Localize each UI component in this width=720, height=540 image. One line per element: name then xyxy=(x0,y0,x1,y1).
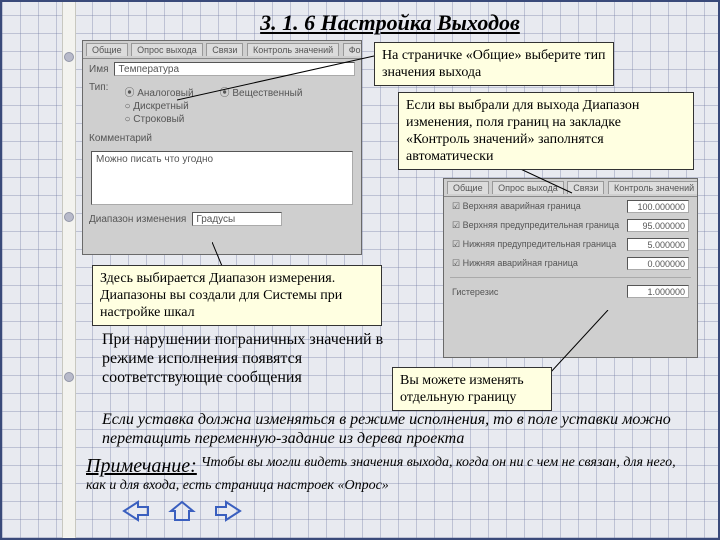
note-block: Примечание: Чтобы вы могли видеть значен… xyxy=(86,455,694,496)
row3-value[interactable]: 5.000000 xyxy=(627,238,689,251)
comment-field[interactable]: Можно писать что угодно xyxy=(91,151,353,205)
type-label: Тип: xyxy=(89,82,108,93)
row4-value[interactable]: 0.000000 xyxy=(627,257,689,270)
binder-margin xyxy=(62,2,76,538)
type-radios-right: Вещественный xyxy=(210,82,313,101)
row2-value[interactable]: 95.000000 xyxy=(627,219,689,232)
range-label: Диапазон изменения xyxy=(89,214,186,225)
row5-value[interactable]: 1.000000 xyxy=(627,285,689,298)
tab-control[interactable]: Контроль значений xyxy=(247,43,339,56)
tab2-poll[interactable]: Опрос выхода xyxy=(492,181,564,194)
dialog-general: Общие Опрос выхода Связи Контроль значен… xyxy=(82,40,362,255)
radio-real[interactable]: Вещественный xyxy=(220,84,303,99)
tab-general[interactable]: Общие xyxy=(86,43,128,56)
paragraph-setpoint: Если уставка должна изменяться в режиме … xyxy=(102,410,672,448)
type-radios-left: Аналоговый Дискретный Строковый xyxy=(114,82,203,127)
note-label: Примечание: xyxy=(86,455,197,477)
callout-range-auto: Если вы выбрали для выхода Диапазон изме… xyxy=(398,92,694,170)
radio-discrete[interactable]: Дискретный xyxy=(124,101,193,112)
nav-prev-icon[interactable] xyxy=(122,500,150,522)
page-frame: 3. 1. 6 Настройка Выходов Общие Опрос вы… xyxy=(0,0,720,540)
nav-next-icon[interactable] xyxy=(214,500,242,522)
dialog-control-values: Общие Опрос выхода Связи Контроль значен… xyxy=(443,178,698,358)
radio-string[interactable]: Строковый xyxy=(124,114,193,125)
callout-range-select: Здесь выбирается Диапазон измерения. Диа… xyxy=(92,265,382,326)
tab2-general[interactable]: Общие xyxy=(447,181,489,194)
dialog1-tabs: Общие Опрос выхода Связи Контроль значен… xyxy=(83,41,361,59)
nav-home-icon[interactable] xyxy=(168,500,196,522)
radio-analog[interactable]: Аналоговый xyxy=(124,84,193,99)
dialog2-tabs: Общие Опрос выхода Связи Контроль значен… xyxy=(444,179,697,197)
content-area: 3. 1. 6 Настройка Выходов Общие Опрос вы… xyxy=(82,10,698,530)
row1-label[interactable]: Верхняя аварийная граница xyxy=(452,201,581,212)
tab2-links[interactable]: Связи xyxy=(567,181,604,194)
range-field[interactable]: Градусы xyxy=(192,212,282,226)
row4-label[interactable]: Нижняя аварийная граница xyxy=(452,258,578,269)
tab-poll[interactable]: Опрос выхода xyxy=(131,43,203,56)
tab2-control[interactable]: Контроль значений xyxy=(608,181,697,194)
row3-label[interactable]: Нижняя предупредительная граница xyxy=(452,239,616,250)
tab-formula[interactable]: Формула xyxy=(343,43,361,56)
page-title: 3. 1. 6 Настройка Выходов xyxy=(82,10,698,36)
name-field[interactable]: Температура xyxy=(114,62,355,76)
nav-icons xyxy=(122,500,242,522)
paragraph-violation: При нарушении пограничных значений в реж… xyxy=(102,330,412,388)
name-label: Имя xyxy=(89,64,108,75)
callout-single-bound: Вы можете изменять отдельную границу xyxy=(392,367,552,411)
row2-label[interactable]: Верхняя предупредительная граница xyxy=(452,220,619,231)
comment-label: Комментарий xyxy=(89,133,152,144)
tab-links[interactable]: Связи xyxy=(206,43,243,56)
row1-value[interactable]: 100.000000 xyxy=(627,200,689,213)
row5-label: Гистерезис xyxy=(452,287,498,297)
callout-select-type: На страничке «Общие» выберите тип значен… xyxy=(374,42,614,86)
